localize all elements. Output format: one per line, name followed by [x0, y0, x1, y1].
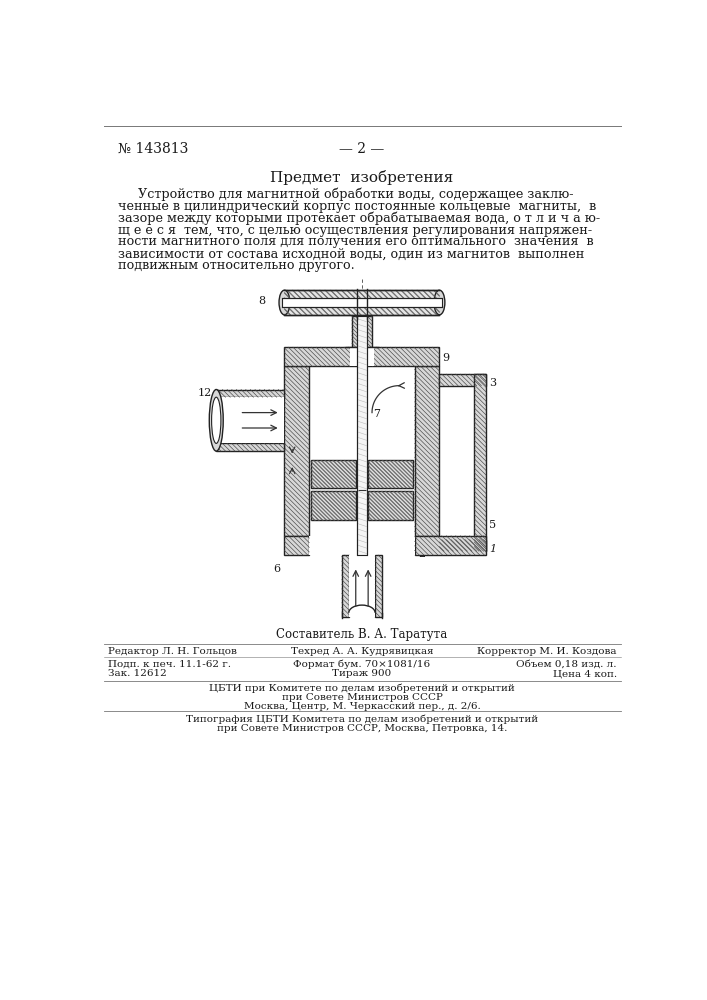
Bar — [284, 347, 440, 366]
Bar — [216, 389, 284, 397]
Bar — [282, 298, 442, 307]
Text: S: S — [384, 473, 390, 482]
Text: 2: 2 — [419, 549, 426, 559]
Text: S: S — [329, 473, 336, 482]
Text: Объем 0,18 изд. л.: Объем 0,18 изд. л. — [516, 660, 617, 669]
Text: Составитель В. А. Таратута: Составитель В. А. Таратута — [276, 628, 448, 641]
Text: Подп. к печ. 11.1-62 г.: Подп. к печ. 11.1-62 г. — [107, 660, 230, 669]
Text: 8: 8 — [258, 296, 265, 306]
Bar — [284, 290, 440, 315]
Text: 5: 5 — [489, 520, 496, 530]
Bar — [309, 366, 414, 536]
Text: 9: 9 — [442, 353, 449, 363]
Text: ченные в цилиндрический корпус постоянные кольцевые  магниты,  в: ченные в цилиндрический корпус постоянны… — [118, 200, 596, 213]
Text: N: N — [384, 467, 392, 476]
Text: подвижным относительно другого.: подвижным относительно другого. — [118, 259, 355, 272]
Bar — [375, 555, 382, 617]
Bar — [351, 347, 373, 366]
Text: Формат бум. 70×1081/16: Формат бум. 70×1081/16 — [293, 660, 431, 669]
Text: 4: 4 — [373, 564, 380, 574]
Bar — [368, 460, 413, 488]
Text: S: S — [329, 504, 336, 513]
Text: Техред А. А. Кудрявицкая: Техред А. А. Кудрявицкая — [291, 647, 433, 656]
Text: щ е е с я  тем, что, с целью осуществления регулирования напряжен-: щ е е с я тем, что, с целью осуществлени… — [118, 224, 592, 237]
Bar — [311, 491, 356, 520]
Bar — [358, 316, 366, 347]
Bar — [352, 316, 372, 347]
Bar — [368, 491, 413, 520]
Text: — 2 —: — 2 — — [339, 142, 385, 156]
Text: Предмет  изобретения: Предмет изобретения — [270, 170, 454, 185]
Bar — [284, 290, 440, 315]
Bar — [216, 443, 284, 451]
Text: Устройство для магнитной обработки воды, содержащее заклю-: Устройство для магнитной обработки воды,… — [118, 188, 573, 201]
Text: N: N — [329, 498, 338, 507]
Text: ности магнитного поля для получения его оптимального  значения  в: ности магнитного поля для получения его … — [118, 235, 593, 248]
Ellipse shape — [279, 290, 290, 315]
Bar — [309, 536, 414, 555]
Text: Москва, Центр, М. Черкасский пер., д. 2/6.: Москва, Центр, М. Черкасский пер., д. 2/… — [244, 702, 480, 711]
Text: Корректор М. И. Коздова: Корректор М. И. Коздова — [477, 647, 617, 656]
Text: N: N — [329, 467, 338, 476]
Bar — [284, 536, 309, 555]
Bar — [414, 366, 440, 536]
Text: при Совете Министров СССР, Москва, Петровка, 14.: при Совете Министров СССР, Москва, Петро… — [217, 724, 507, 733]
Bar — [474, 374, 486, 551]
Bar — [440, 374, 486, 386]
Ellipse shape — [209, 389, 223, 451]
Ellipse shape — [434, 290, 445, 315]
Text: ЦБТИ при Комитете по делам изобретений и открытий: ЦБТИ при Комитете по делам изобретений и… — [209, 684, 515, 693]
Text: t: t — [288, 446, 291, 455]
Bar — [349, 555, 375, 617]
Text: Тираж 900: Тираж 900 — [332, 669, 392, 678]
Text: Редактор Л. Н. Гольцов: Редактор Л. Н. Гольцов — [107, 647, 237, 656]
Bar — [216, 397, 284, 443]
Text: 7: 7 — [373, 409, 380, 419]
Bar — [311, 460, 356, 488]
Bar — [357, 316, 367, 555]
Bar — [341, 555, 349, 617]
Text: Типография ЦБТИ Комитета по делам изобретений и открытий: Типография ЦБТИ Комитета по делам изобре… — [186, 714, 538, 724]
Text: Зак. 12612: Зак. 12612 — [107, 669, 167, 678]
Text: зазоре между которыми протекает обрабатываемая вода, о т л и ч а ю-: зазоре между которыми протекает обрабаты… — [118, 212, 600, 225]
Text: 6: 6 — [274, 564, 281, 574]
Text: 3: 3 — [489, 378, 496, 388]
Bar — [284, 366, 309, 536]
Text: S: S — [384, 504, 390, 513]
Text: Цена 4 коп.: Цена 4 коп. — [553, 669, 617, 678]
Text: № 143813: № 143813 — [118, 142, 188, 156]
Text: 12: 12 — [198, 388, 212, 398]
Text: при Совете Министров СССР: при Совете Министров СССР — [281, 693, 443, 702]
Text: 10: 10 — [381, 353, 396, 363]
Text: 1: 1 — [489, 544, 496, 554]
Text: зависимости от состава исходной воды, один из магнитов  выполнен: зависимости от состава исходной воды, од… — [118, 247, 584, 260]
Bar — [440, 540, 486, 551]
Ellipse shape — [211, 397, 221, 443]
Text: N: N — [384, 498, 392, 507]
Bar — [414, 536, 486, 555]
